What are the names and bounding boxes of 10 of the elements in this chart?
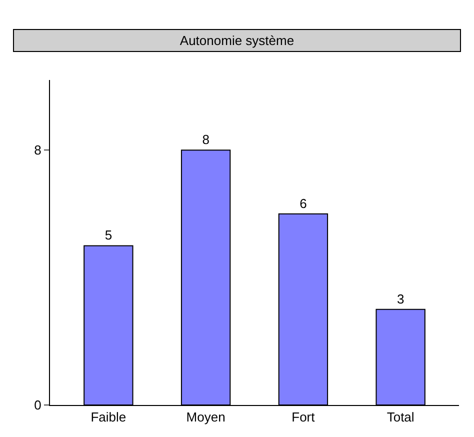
- x-tick-label: Fort: [292, 410, 316, 425]
- x-tick-label: Faible: [90, 410, 126, 425]
- data-label: 8: [202, 132, 210, 148]
- x-tick-label: Moyen: [186, 410, 226, 425]
- data-label: 5: [104, 228, 112, 243]
- data-label: 6: [300, 196, 307, 211]
- y-tick-label: 0: [34, 398, 42, 413]
- x-tick-label: Total: [386, 410, 414, 425]
- data-label: 3: [396, 291, 404, 306]
- chart-title: Autonomie système: [180, 33, 294, 48]
